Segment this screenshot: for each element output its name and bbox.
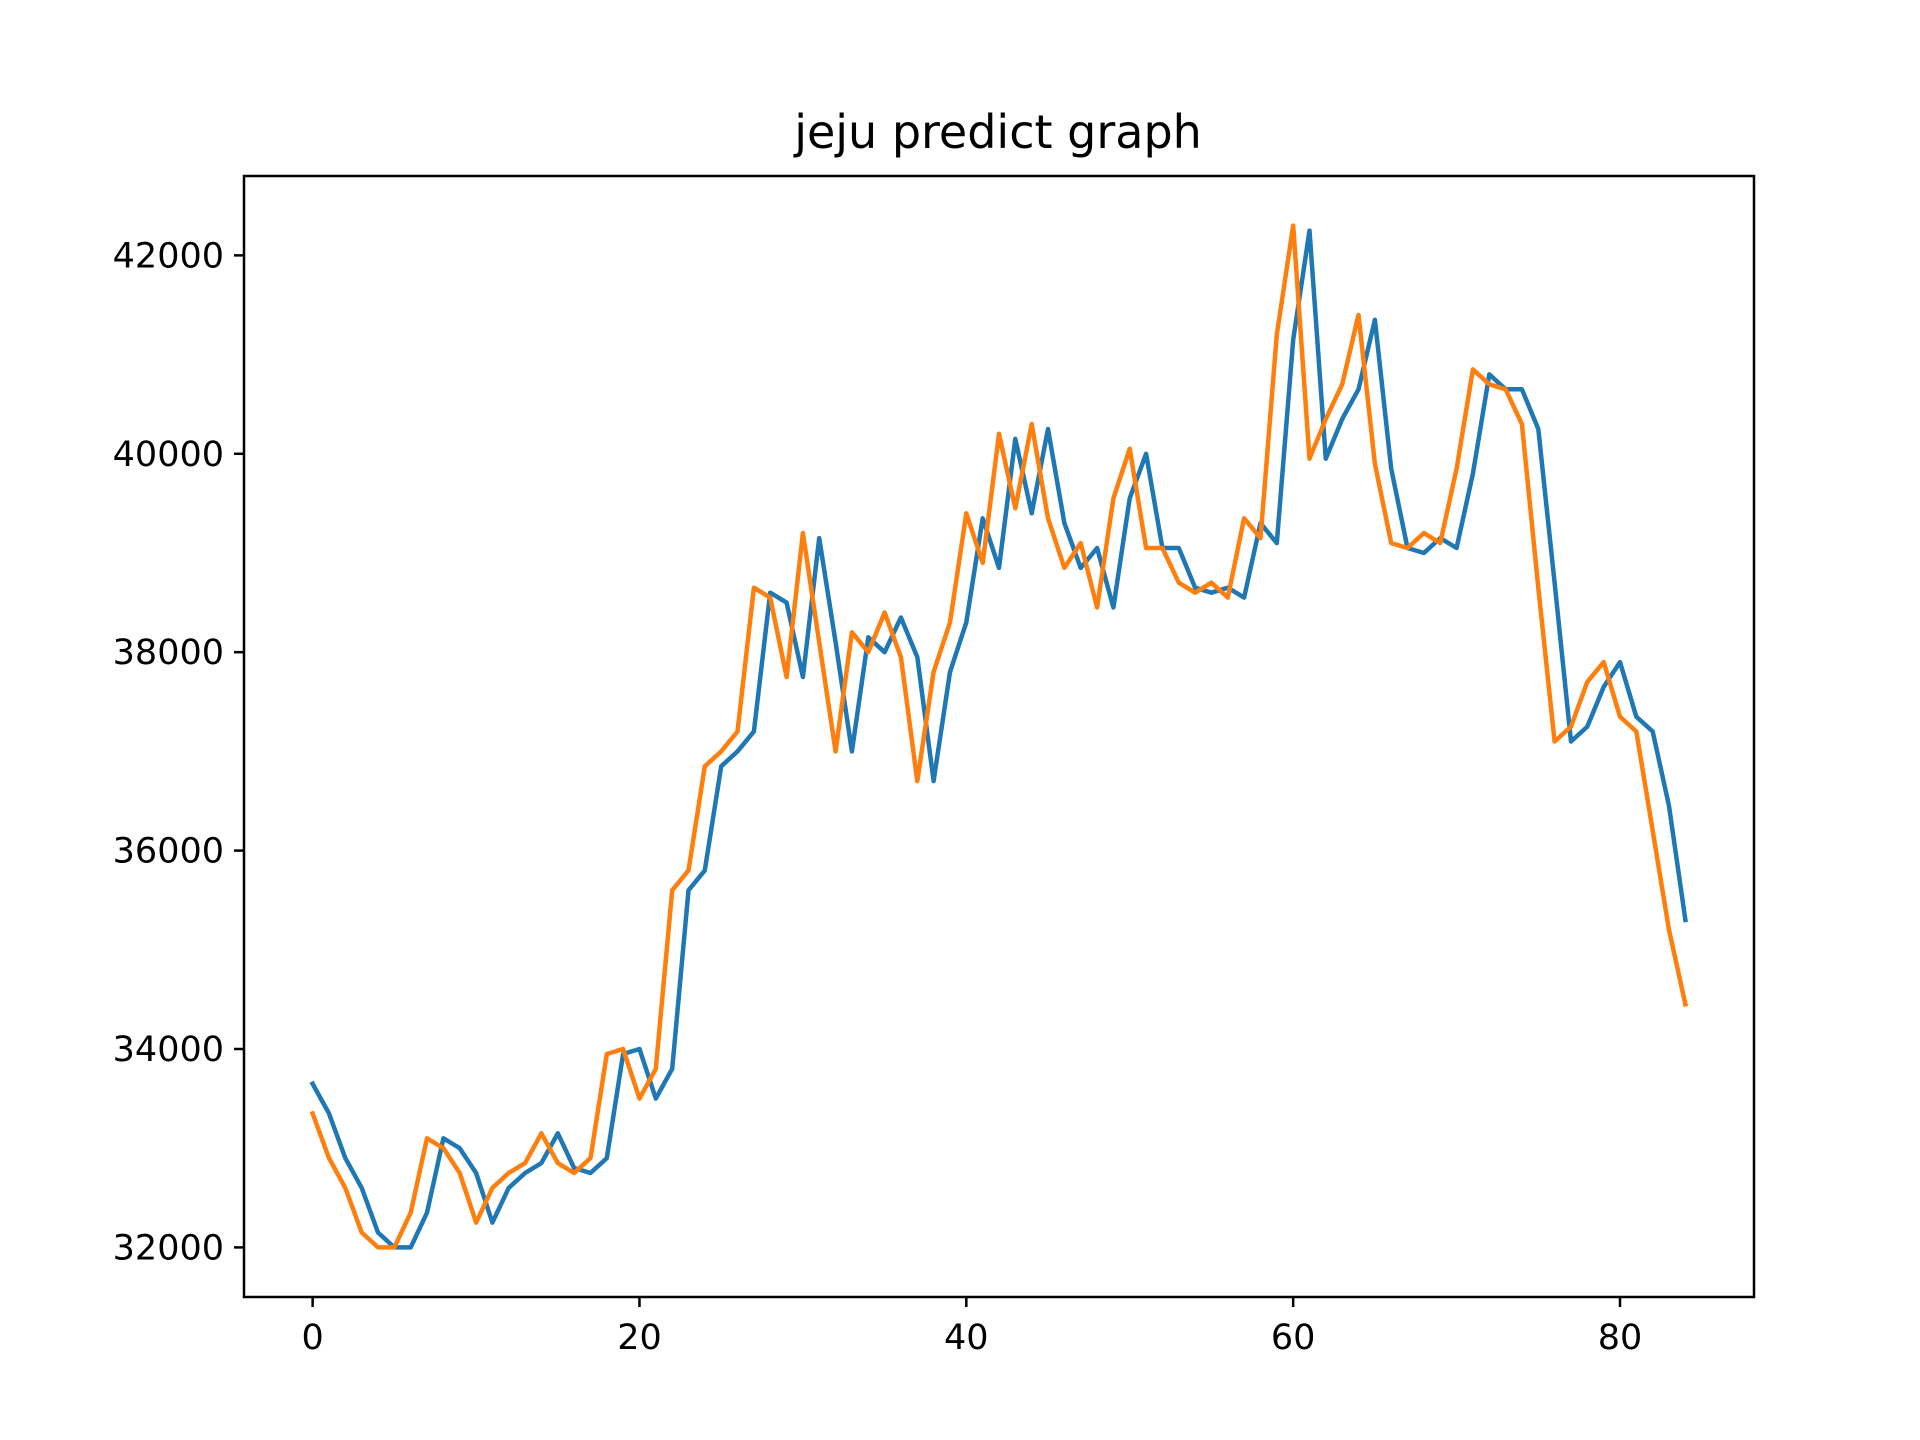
y-axis: 32000 34000 36000 38000 40000 42000: [113, 236, 244, 1268]
series-line-1: [309, 228, 1688, 1250]
y-tick-label: 42000: [113, 236, 224, 276]
x-tick-label: 0: [301, 1318, 323, 1358]
x-axis: 0 20 40 60 80: [301, 1297, 1642, 1358]
y-tick-label: 40000: [113, 435, 224, 475]
x-tick-label: 40: [944, 1318, 989, 1358]
series-line-2: [309, 223, 1689, 1250]
plot-area: [309, 223, 1689, 1250]
x-tick-label: 80: [1598, 1318, 1643, 1358]
x-tick-label: 60: [1271, 1318, 1316, 1358]
y-tick-label: 34000: [113, 1030, 224, 1070]
chart-title: jeju predict graph: [793, 105, 1202, 159]
y-tick-label: 32000: [113, 1228, 224, 1268]
y-tick-label: 36000: [113, 832, 224, 872]
axes-frame: [242, 174, 1756, 1299]
y-tick-label: 38000: [113, 633, 224, 673]
x-tick-label: 20: [617, 1318, 662, 1358]
